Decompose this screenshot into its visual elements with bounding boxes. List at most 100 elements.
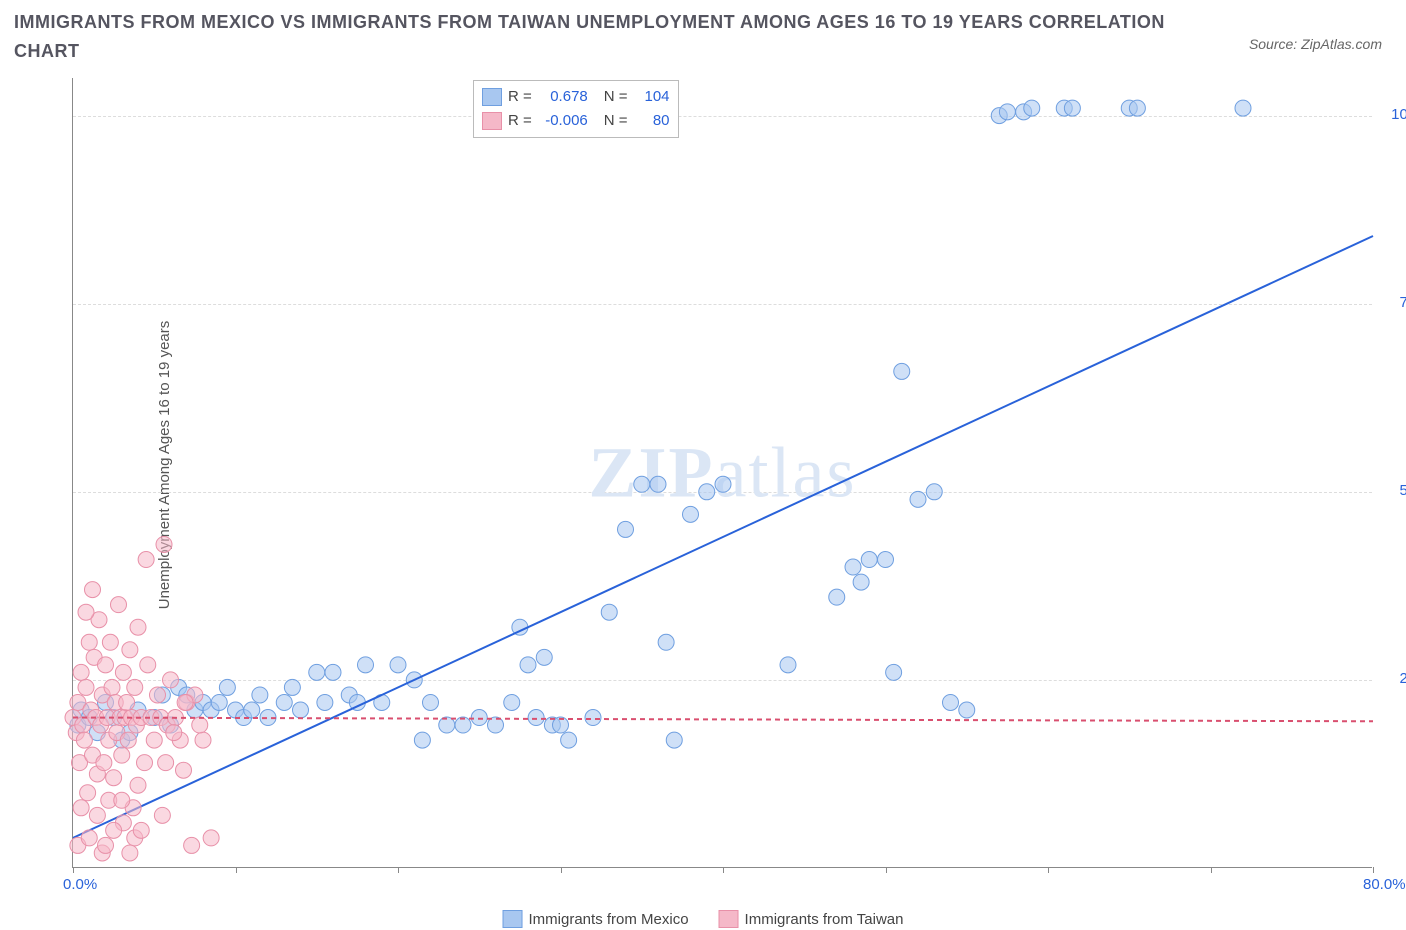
x-tick-label: 0.0% xyxy=(63,876,97,893)
data-point xyxy=(715,476,731,492)
data-point xyxy=(122,845,138,861)
data-point xyxy=(130,619,146,635)
data-point xyxy=(115,664,131,680)
data-point xyxy=(73,664,89,680)
legend-label-mexico: Immigrants from Mexico xyxy=(529,911,689,928)
legend-swatch xyxy=(482,88,502,106)
data-point xyxy=(861,552,877,568)
data-point xyxy=(585,710,601,726)
x-tick xyxy=(1048,867,1049,873)
data-point xyxy=(85,582,101,598)
data-point xyxy=(158,755,174,771)
data-point xyxy=(293,702,309,718)
data-point xyxy=(666,732,682,748)
legend-swatch-taiwan xyxy=(719,910,739,928)
data-point xyxy=(156,536,172,552)
data-point xyxy=(122,642,138,658)
y-tick-label: 75.0% xyxy=(1382,294,1406,311)
data-point xyxy=(309,664,325,680)
x-tick xyxy=(886,867,887,873)
stats-legend-row: R =0.678N =104 xyxy=(482,85,670,109)
data-point xyxy=(98,657,114,673)
legend-r-val: -0.006 xyxy=(538,109,588,133)
data-point xyxy=(658,634,674,650)
legend-item-taiwan: Immigrants from Taiwan xyxy=(719,910,904,928)
data-point xyxy=(926,484,942,500)
data-point xyxy=(76,732,92,748)
data-point xyxy=(1064,100,1080,116)
data-point xyxy=(561,732,577,748)
data-point xyxy=(423,694,439,710)
data-point xyxy=(284,679,300,695)
data-point xyxy=(104,679,120,695)
data-point xyxy=(528,710,544,726)
data-point xyxy=(325,664,341,680)
data-point xyxy=(244,702,260,718)
data-point xyxy=(114,747,130,763)
data-point xyxy=(106,822,122,838)
data-point xyxy=(853,574,869,590)
y-tick-label: 50.0% xyxy=(1382,482,1406,499)
data-point xyxy=(120,732,136,748)
x-tick-label: 80.0% xyxy=(1363,876,1406,893)
data-point xyxy=(504,694,520,710)
data-point xyxy=(601,604,617,620)
data-point xyxy=(177,694,193,710)
data-point xyxy=(127,679,143,695)
data-point xyxy=(73,800,89,816)
data-point xyxy=(252,687,268,703)
legend-n-eq: N = xyxy=(604,109,628,133)
chart-title: IMMIGRANTS FROM MEXICO VS IMMIGRANTS FRO… xyxy=(14,8,1226,66)
data-point xyxy=(98,837,114,853)
data-point xyxy=(150,687,166,703)
data-point xyxy=(119,694,135,710)
data-point xyxy=(140,657,156,673)
legend-r-eq: R = xyxy=(508,109,532,133)
data-point xyxy=(184,837,200,853)
data-point xyxy=(81,634,97,650)
data-point xyxy=(618,521,634,537)
x-tick xyxy=(398,867,399,873)
data-point xyxy=(317,694,333,710)
data-point xyxy=(138,552,154,568)
data-point xyxy=(536,649,552,665)
trend-line xyxy=(73,236,1373,838)
data-point xyxy=(943,694,959,710)
data-point xyxy=(520,657,536,673)
data-point xyxy=(146,732,162,748)
data-point xyxy=(390,657,406,673)
data-point xyxy=(89,807,105,823)
data-point xyxy=(959,702,975,718)
data-point xyxy=(276,694,292,710)
data-point xyxy=(650,476,666,492)
data-point xyxy=(192,717,208,733)
data-point xyxy=(137,755,153,771)
data-point xyxy=(699,484,715,500)
source-label: Source: ZipAtlas.com xyxy=(1249,36,1382,52)
data-point xyxy=(80,785,96,801)
x-tick xyxy=(723,867,724,873)
data-point xyxy=(634,476,650,492)
data-point xyxy=(81,830,97,846)
data-point xyxy=(166,725,182,741)
legend-swatch xyxy=(482,112,502,130)
data-point xyxy=(683,506,699,522)
stats-legend-row: R =-0.006 N =80 xyxy=(482,109,670,133)
data-point xyxy=(910,491,926,507)
scatter-plot-svg xyxy=(73,78,1372,867)
data-point xyxy=(358,657,374,673)
data-point xyxy=(894,363,910,379)
legend-r-val: 0.678 xyxy=(538,85,588,109)
plot-area: ZIPatlas R =0.678N =104R =-0.006N =80 25… xyxy=(72,78,1372,868)
data-point xyxy=(1024,100,1040,116)
data-point xyxy=(96,755,112,771)
data-point xyxy=(78,679,94,695)
data-point xyxy=(219,679,235,695)
data-point xyxy=(886,664,902,680)
data-point xyxy=(414,732,430,748)
legend-n-val: 80 xyxy=(634,109,670,133)
legend-n-val: 104 xyxy=(634,85,670,109)
data-point xyxy=(176,762,192,778)
series-legend: Immigrants from Mexico Immigrants from T… xyxy=(503,910,904,928)
stats-legend: R =0.678N =104R =-0.006 N =80 xyxy=(473,80,679,138)
